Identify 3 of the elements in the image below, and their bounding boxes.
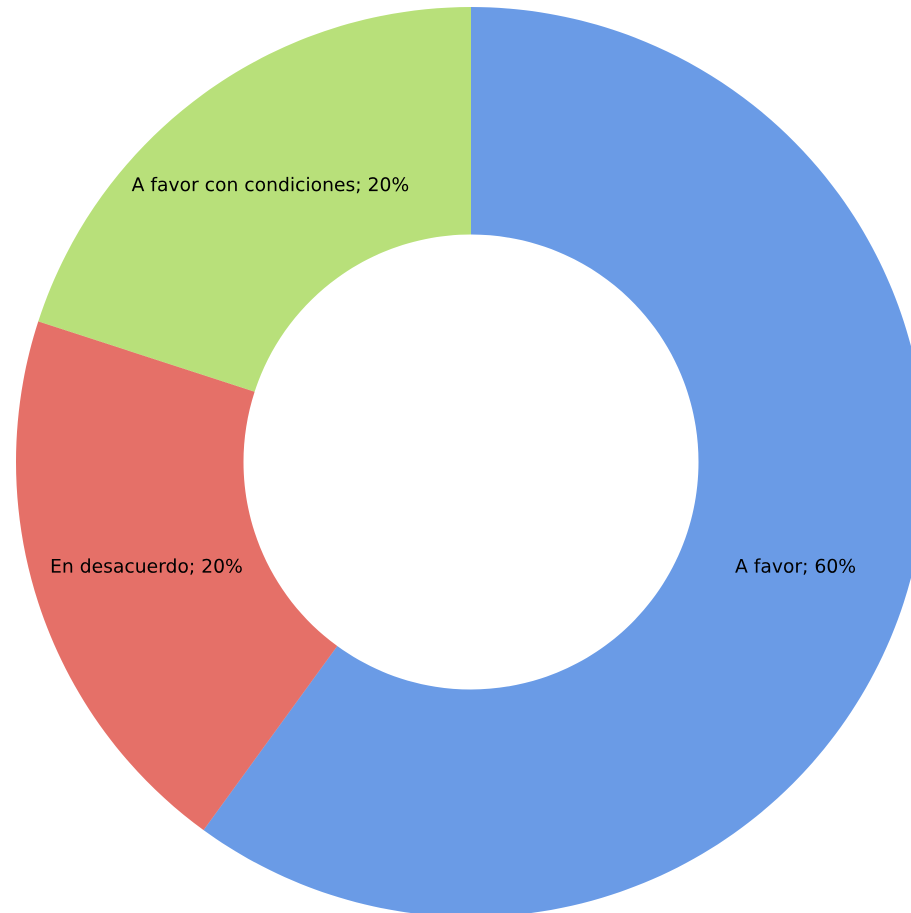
slice-label: A favor con condiciones; 20% bbox=[132, 176, 408, 194]
slice-label: A favor; 60% bbox=[735, 558, 856, 575]
slice-label: En desacuerdo; 20% bbox=[52, 558, 242, 575]
